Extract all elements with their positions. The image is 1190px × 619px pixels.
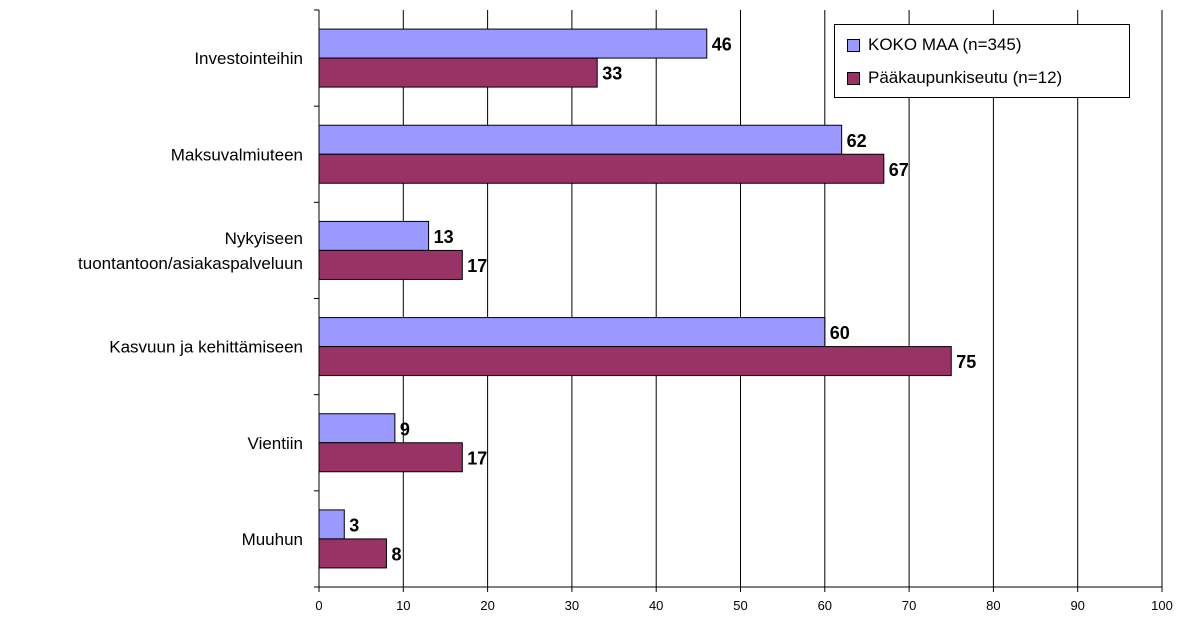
x-tick-label-80: 80 [986, 598, 1000, 613]
bar-s1-c4 [318, 442, 463, 473]
bar-s1-c5 [318, 538, 387, 569]
x-tick-label-0: 0 [315, 598, 322, 613]
data-label-s0-c3: 60 [830, 323, 850, 343]
legend-item-paakaupunkiseutu: Pääkaupunkiseutu (n=12) [847, 65, 1062, 91]
category-label-2-line0: Nykyiseen [225, 229, 303, 248]
bar-s1-c0 [318, 57, 598, 88]
x-tick-label-30: 30 [565, 598, 579, 613]
bar-s1-c2 [318, 249, 463, 280]
bar-s0-c2 [318, 220, 430, 251]
category-label-2-line1: tuontantoon/asiakaspalveluun [78, 254, 303, 273]
category-label-0: Investointeihin [194, 49, 303, 68]
data-label-s1-c2: 17 [467, 256, 487, 276]
data-label-s1-c4: 17 [467, 448, 487, 468]
category-label-5: Muuhun [242, 530, 303, 549]
data-label-s0-c4: 9 [400, 419, 410, 439]
bar-s0-c5 [318, 509, 345, 540]
category-label-3: Kasvuun ja kehittämiseen [109, 338, 303, 357]
data-label-s0-c1: 62 [847, 131, 867, 151]
data-label-s0-c0: 46 [712, 35, 732, 55]
category-label-4: Vientiin [248, 434, 303, 453]
bar-s1-c3 [318, 346, 952, 377]
legend-item-koko-maa: KOKO MAA (n=345) [847, 32, 1022, 58]
x-tick-label-100: 100 [1151, 598, 1173, 613]
legend: KOKO MAA (n=345) Pääkaupunkiseutu (n=12) [834, 24, 1130, 98]
x-tick-label-10: 10 [396, 598, 410, 613]
bar-s0-c0 [318, 28, 708, 59]
data-label-s0-c5: 3 [349, 515, 359, 535]
bar-s1-c1 [318, 153, 885, 184]
data-label-s0-c2: 13 [434, 227, 454, 247]
data-label-s1-c3: 75 [956, 352, 976, 372]
x-tick-label-90: 90 [1070, 598, 1084, 613]
x-tick-label-60: 60 [818, 598, 832, 613]
legend-label-paakaupunkiseutu: Pääkaupunkiseutu (n=12) [868, 68, 1063, 87]
data-label-s1-c5: 8 [391, 544, 401, 564]
legend-swatch-koko-maa [847, 38, 860, 52]
bar-s0-c3 [318, 317, 826, 348]
category-label-1: Maksuvalmiuteen [171, 145, 303, 164]
data-label-s1-c1: 67 [889, 160, 909, 180]
legend-label-koko-maa: KOKO MAA (n=345) [868, 35, 1022, 54]
bar-s0-c4 [318, 413, 396, 444]
x-tick-label-70: 70 [902, 598, 916, 613]
data-label-s1-c0: 33 [602, 64, 622, 84]
x-tick-label-20: 20 [480, 598, 494, 613]
bar-s0-c1 [318, 124, 843, 155]
x-tick-label-50: 50 [733, 598, 747, 613]
legend-swatch-paakaupunkiseutu [847, 71, 860, 85]
x-tick-label-40: 40 [649, 598, 663, 613]
